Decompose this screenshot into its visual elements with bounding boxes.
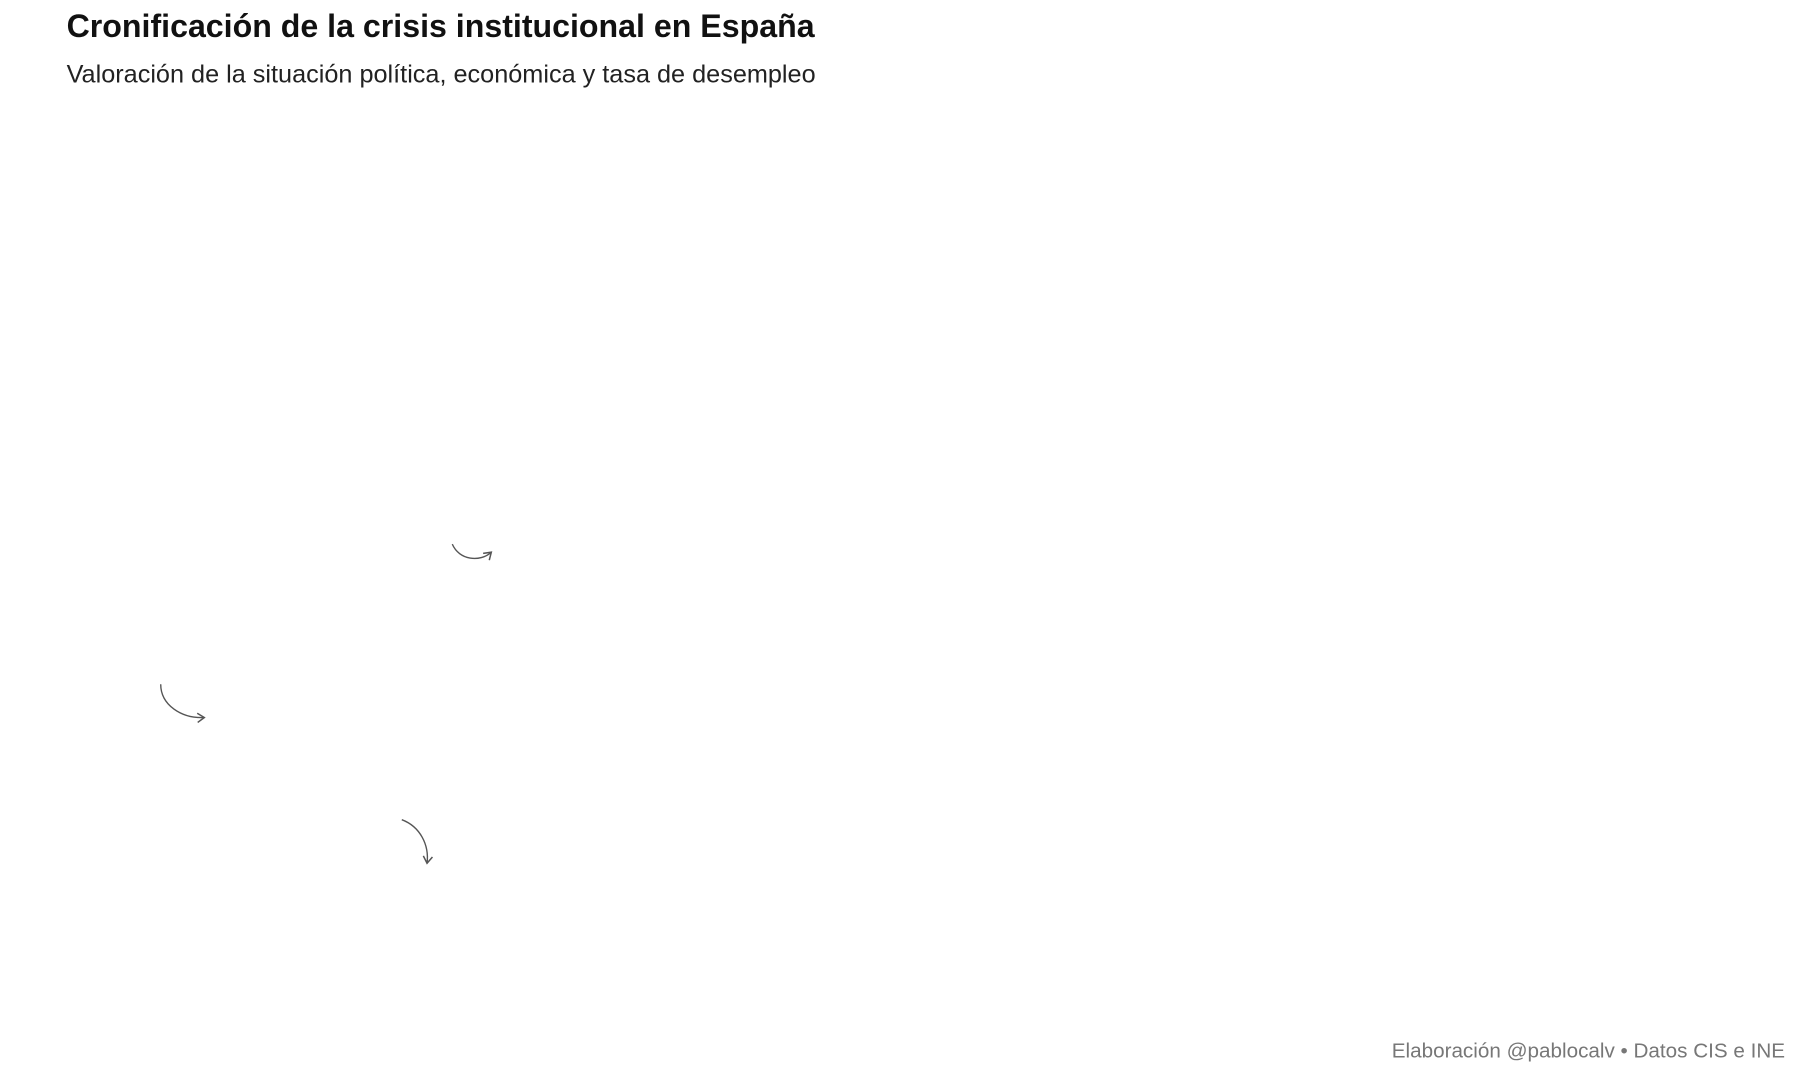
annotation-arrow: [451, 543, 493, 561]
chart-subtitle: Valoración de la situación política, eco…: [67, 61, 816, 89]
caption: Elaboración @pablocalv • Datos CIS e INE: [1392, 1039, 1785, 1062]
annotation-arrow: [160, 684, 206, 724]
chart-title: Cronificación de la crisis institucional…: [67, 8, 816, 44]
annotation-arrow: [401, 819, 434, 865]
